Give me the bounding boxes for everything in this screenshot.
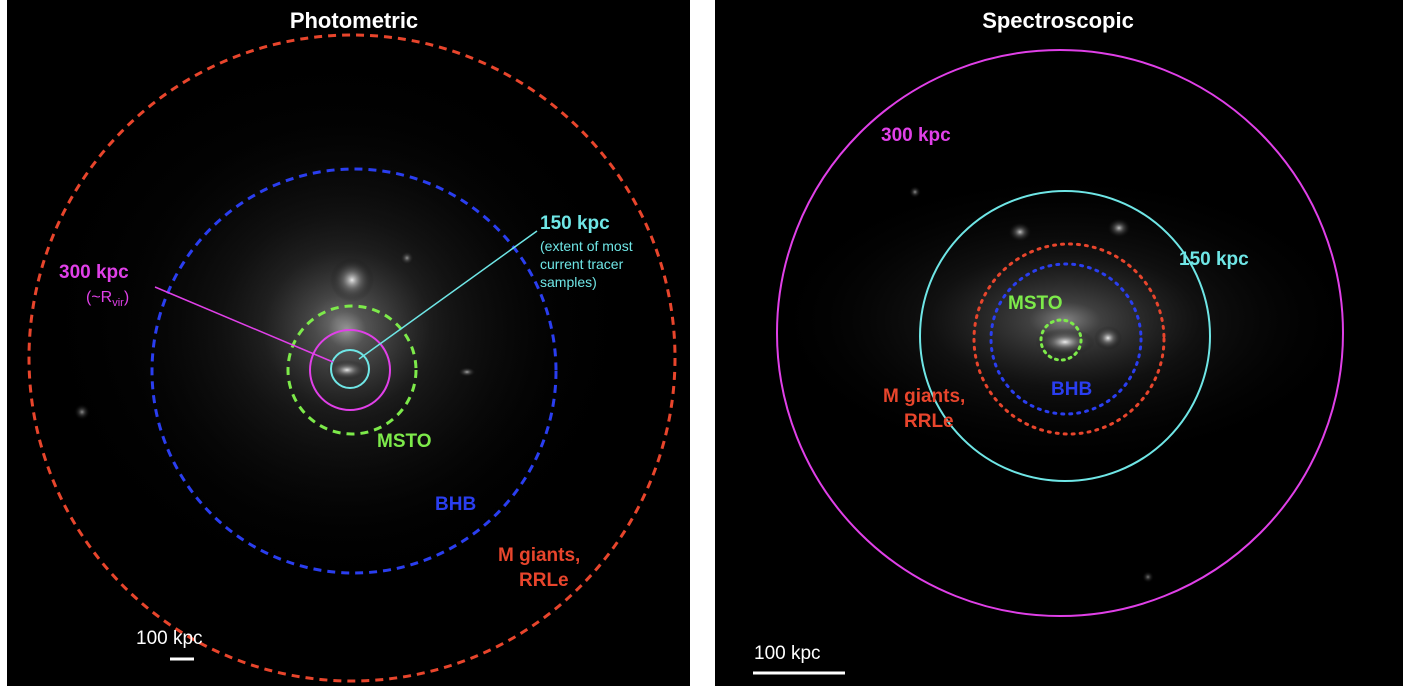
spectroscopic-panel: Spectroscopic 300 kpc 150 kpc MSTO BHB M… xyxy=(715,0,1403,686)
label-msto: MSTO xyxy=(1008,293,1063,314)
label-rrle: RRLe xyxy=(904,411,954,432)
label-msto: MSTO xyxy=(377,431,432,452)
ring-300kpc xyxy=(309,329,391,411)
ring-150kpc xyxy=(919,190,1211,482)
photometric-panel: Photometric 150 kpc (extent of most curr… xyxy=(7,0,690,686)
label-300kpc: 300 kpc xyxy=(881,125,951,146)
label-300kpc: 300 kpc xyxy=(59,262,129,283)
ring-msto xyxy=(286,304,418,436)
label-m-giants: M giants, xyxy=(498,545,581,566)
satellite-galaxy xyxy=(1142,571,1154,583)
panel-title: Spectroscopic xyxy=(982,8,1134,33)
photometric-diagram xyxy=(7,20,677,683)
ring-m-giants-rrle xyxy=(27,33,677,683)
label-bhb: BHB xyxy=(1051,379,1093,400)
label-150kpc: 150 kpc xyxy=(1179,249,1249,270)
spectroscopic-diagram xyxy=(753,49,1365,675)
label-150kpc: 150 kpc xyxy=(540,213,610,234)
leader-300kpc xyxy=(154,286,334,363)
label-bhb: BHB xyxy=(435,494,477,515)
label-150kpc-note: samples) xyxy=(540,274,597,290)
ring-msto xyxy=(1039,318,1083,362)
label-rrle: RRLe xyxy=(519,570,569,591)
ring-m-giants-rrle xyxy=(972,242,1166,436)
ring-bhb xyxy=(989,262,1143,416)
scale-bar-label: 100 kpc xyxy=(136,628,203,649)
ring-150kpc xyxy=(330,349,370,389)
ring-300kpc xyxy=(776,49,1344,617)
satellite-galaxy xyxy=(1008,222,1032,242)
satellite-galaxy xyxy=(458,367,476,377)
satellite-galaxy xyxy=(400,251,414,265)
label-150kpc-note: (extent of most xyxy=(540,238,633,254)
satellite-galaxy xyxy=(1094,326,1122,350)
satellite-galaxy xyxy=(909,186,921,198)
panel-title: Photometric xyxy=(289,8,419,33)
halo-glow-outer xyxy=(7,20,667,620)
label-rvir: (~Rvir) xyxy=(86,289,130,310)
ring-bhb xyxy=(150,167,558,575)
satellite-galaxy xyxy=(1107,218,1131,238)
satellite-galaxy xyxy=(330,258,374,302)
central-galaxy xyxy=(327,360,367,380)
satellite-galaxy xyxy=(74,404,90,420)
label-m-giants: M giants, xyxy=(883,386,966,407)
label-150kpc-note: current tracer xyxy=(540,256,624,272)
leader-150kpc xyxy=(358,230,538,360)
scale-bar-label: 100 kpc xyxy=(754,643,821,664)
